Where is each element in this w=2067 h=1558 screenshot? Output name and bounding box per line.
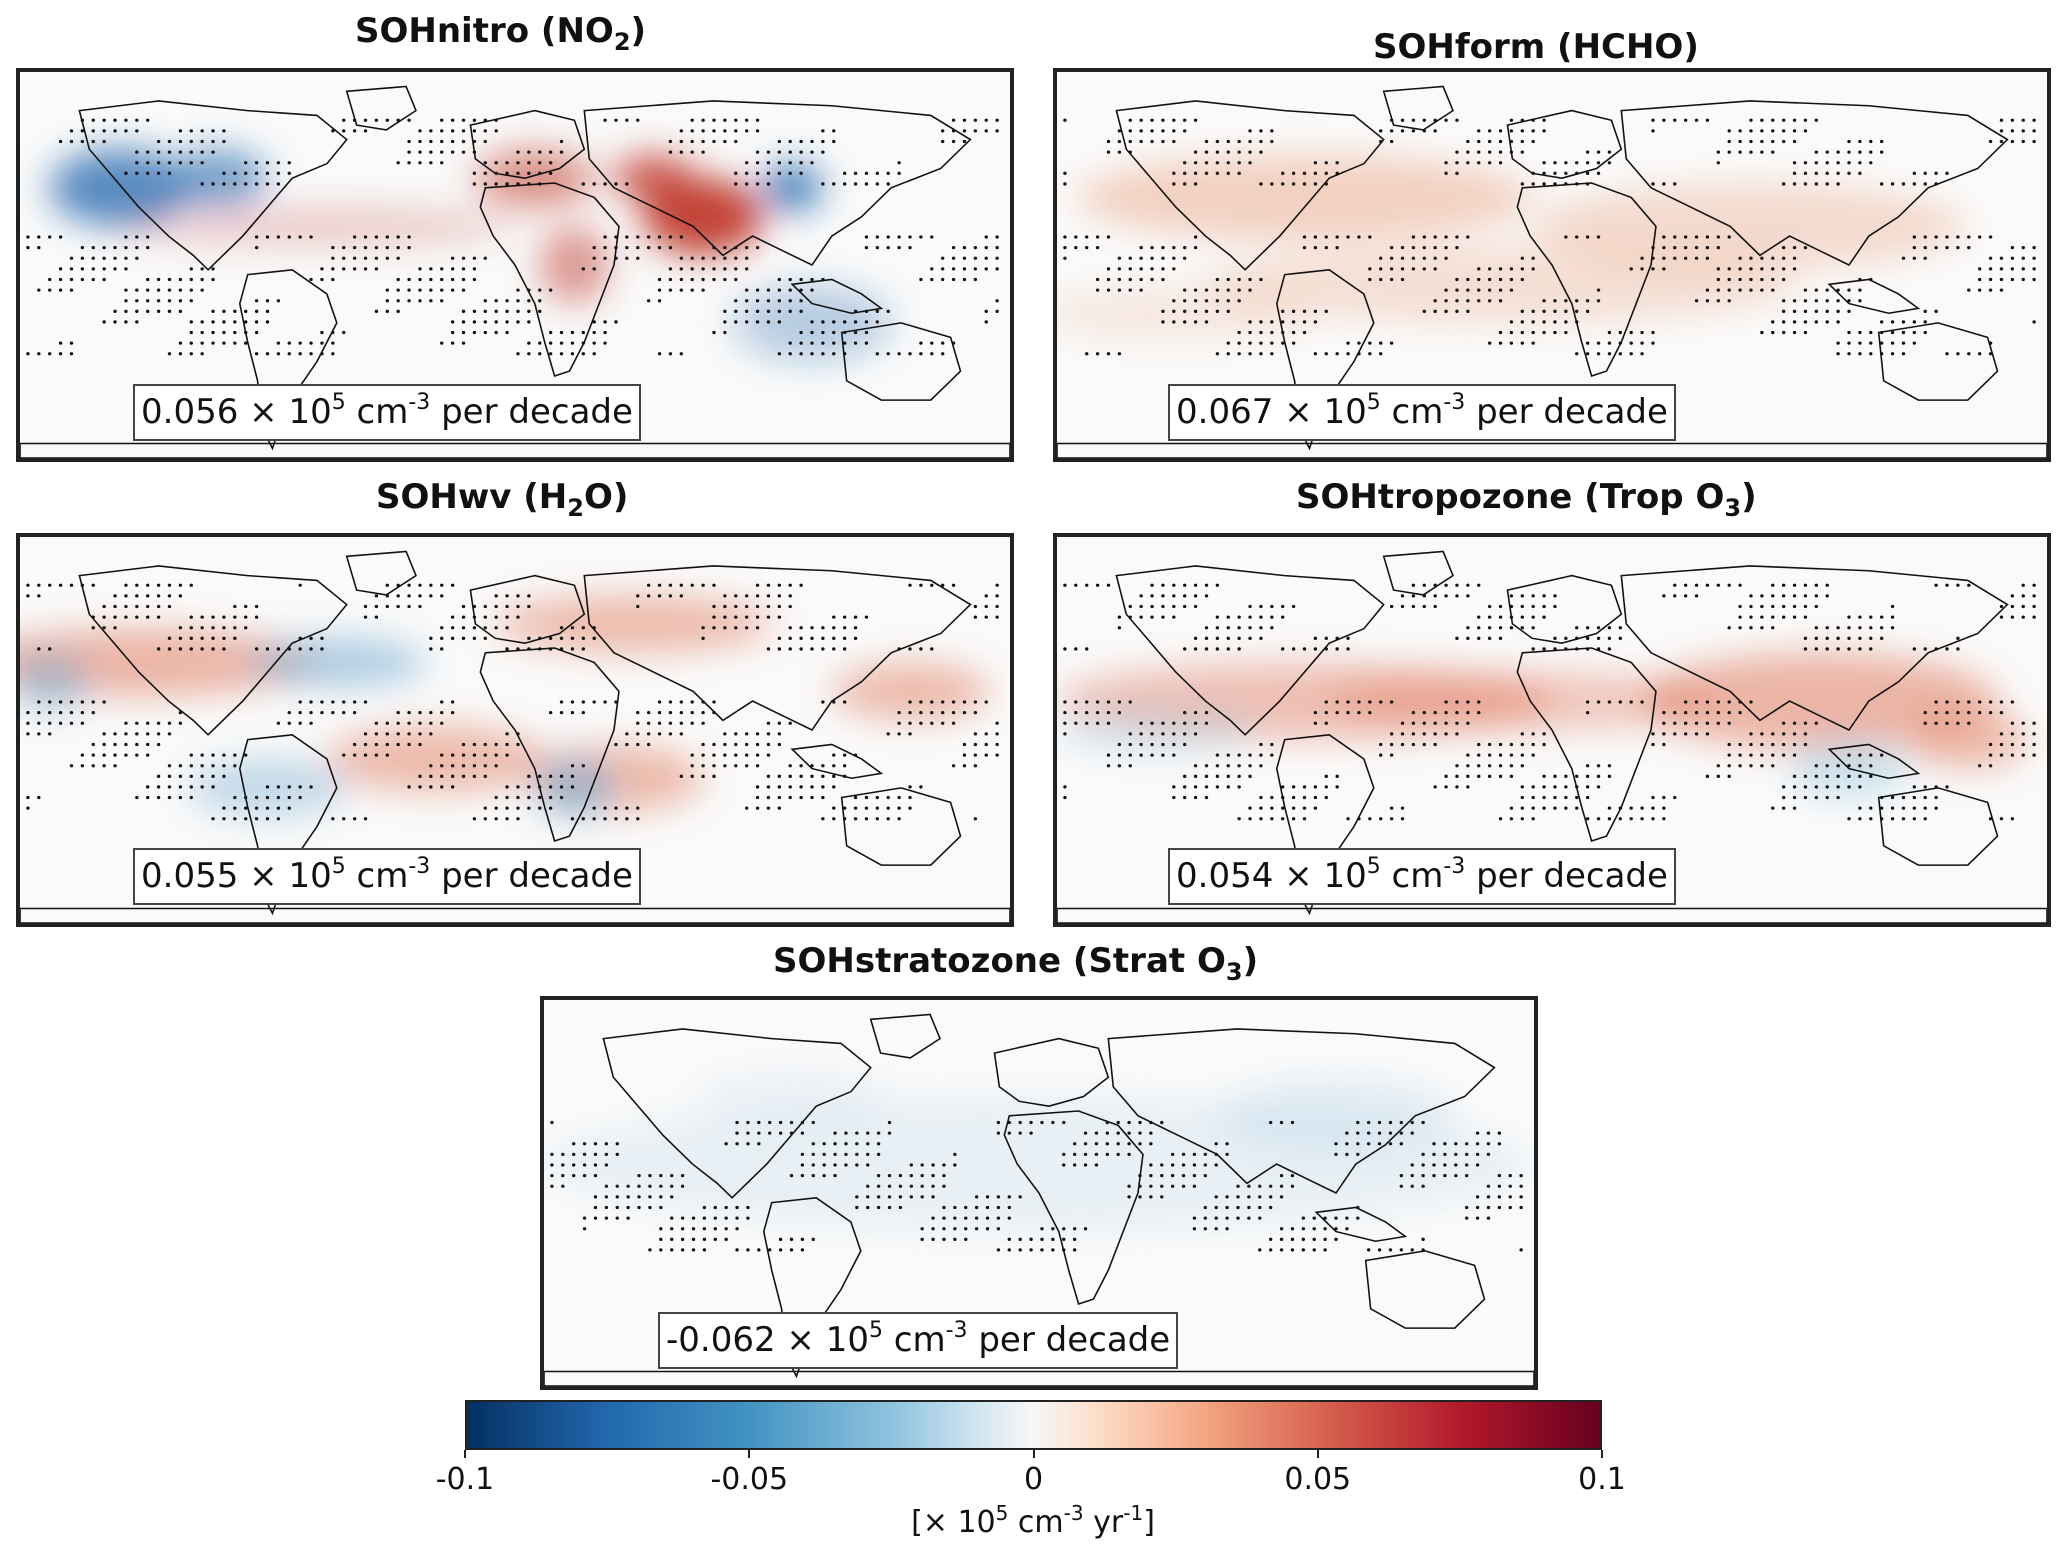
annotation-nitro: 0.056 × 105 cm-3 per decade [133,384,641,441]
trend-region [1324,672,1721,730]
coastline [78,100,348,271]
trend-region [168,149,268,208]
coastline [1506,574,1623,644]
trend-region [1057,705,1255,755]
colorbar-tickmark [464,1450,466,1458]
coastline [469,109,586,179]
coastline [790,278,884,315]
colorbar-tick-label: 0 [1023,1462,1044,1497]
coastline [1620,100,2009,266]
coastline [1107,1028,1496,1194]
coastline [1506,109,1623,179]
trend-region [614,154,694,203]
coastline [1057,442,2047,458]
panel-title-tropozone: SOHtropozone (Trop O3) [1296,477,1757,522]
trend-region [534,758,614,817]
coastline [1382,550,1454,596]
trend-region [1532,182,1968,270]
trend-region [762,163,822,212]
trend-region [495,594,773,653]
trend-region [1641,652,1998,750]
coastline [869,1013,941,1059]
coastline [1364,1250,1486,1329]
map-svg-stratozone [544,1013,1534,1386]
coastline [790,743,884,780]
trend-region [1057,284,1315,343]
trend-region [247,638,426,687]
trend-region [20,628,317,697]
trend-region [326,725,545,793]
coastline [602,1028,872,1199]
coastline [1827,743,1921,780]
map-svg-wv [20,550,1010,923]
trend-region [1908,710,2028,769]
coastline [1115,100,1385,271]
coastline [1115,565,1385,736]
significance-stippling [1063,583,2036,821]
coastline [1516,182,1657,377]
colorbar-label: [× 105 cm-3 yr-1] [911,1501,1155,1540]
colorbar-tickmark [748,1450,751,1458]
significance-stippling [26,583,999,821]
coastline [840,322,962,401]
trend-region [49,149,189,227]
trend-region [539,226,610,304]
trend-region [1076,154,1533,241]
coastline [993,1037,1110,1107]
map-form [1053,68,2051,462]
coastline [1382,85,1454,131]
map-svg-form [1057,85,2047,458]
panel-title-wv: SOHwv (H2O) [376,477,629,522]
significance-stippling [550,1120,1523,1252]
colorbar-tickmark [1601,1450,1603,1458]
trend-region [831,662,991,721]
colorbar-tick-label: 0.1 [1578,1462,1626,1497]
coastline [1314,1206,1408,1243]
trend-region [20,652,90,711]
colorbar-tick-label: 0.05 [1284,1462,1352,1497]
coastline [20,442,1010,458]
panel-title-form: SOHform (HCHO) [1373,27,1699,67]
trend-region [475,149,595,208]
colorbar [465,1400,1602,1450]
colorbar-tick-label: -0.05 [710,1462,789,1497]
coastline [1620,565,2009,731]
colorbar-tick-label: -0.1 [435,1462,495,1497]
trend-region [692,1067,891,1126]
map-svg-tropozone [1057,550,2047,923]
coastline [345,85,417,131]
coastline [583,565,972,731]
coastline [1877,322,1999,401]
coastline [479,182,620,377]
colorbar-tickmark [1316,1450,1319,1458]
annotation-tropozone: 0.054 × 105 cm-3 per decade [1168,848,1676,905]
annotation-wv: 0.055 × 105 cm-3 per decade [133,848,641,905]
panel-title-stratozone: SOHstratozone (Strat O3) [773,941,1259,986]
coastline [78,565,348,736]
coastline [1827,278,1921,315]
significance-stippling [26,118,999,356]
map-svg-nitro [20,85,1010,458]
coastline [20,907,1010,923]
coastline [469,574,586,644]
panel-title-nitro: SOHnitro (NO2) [355,11,647,56]
annotation-stratozone: -0.062 × 105 cm-3 per decade [658,1312,1179,1369]
coastline [1516,647,1657,842]
trend-region [119,207,515,246]
coastline [1057,907,2047,923]
colorbar-tickmark [1032,1450,1035,1458]
coastline [345,550,417,596]
coastline [544,1370,1534,1386]
coastline [1003,1110,1144,1305]
coastline [479,647,620,842]
coastline [1877,787,1999,866]
coastline [583,100,972,266]
coastline [840,787,962,866]
annotation-form: 0.067 × 105 cm-3 per decade [1168,384,1676,441]
